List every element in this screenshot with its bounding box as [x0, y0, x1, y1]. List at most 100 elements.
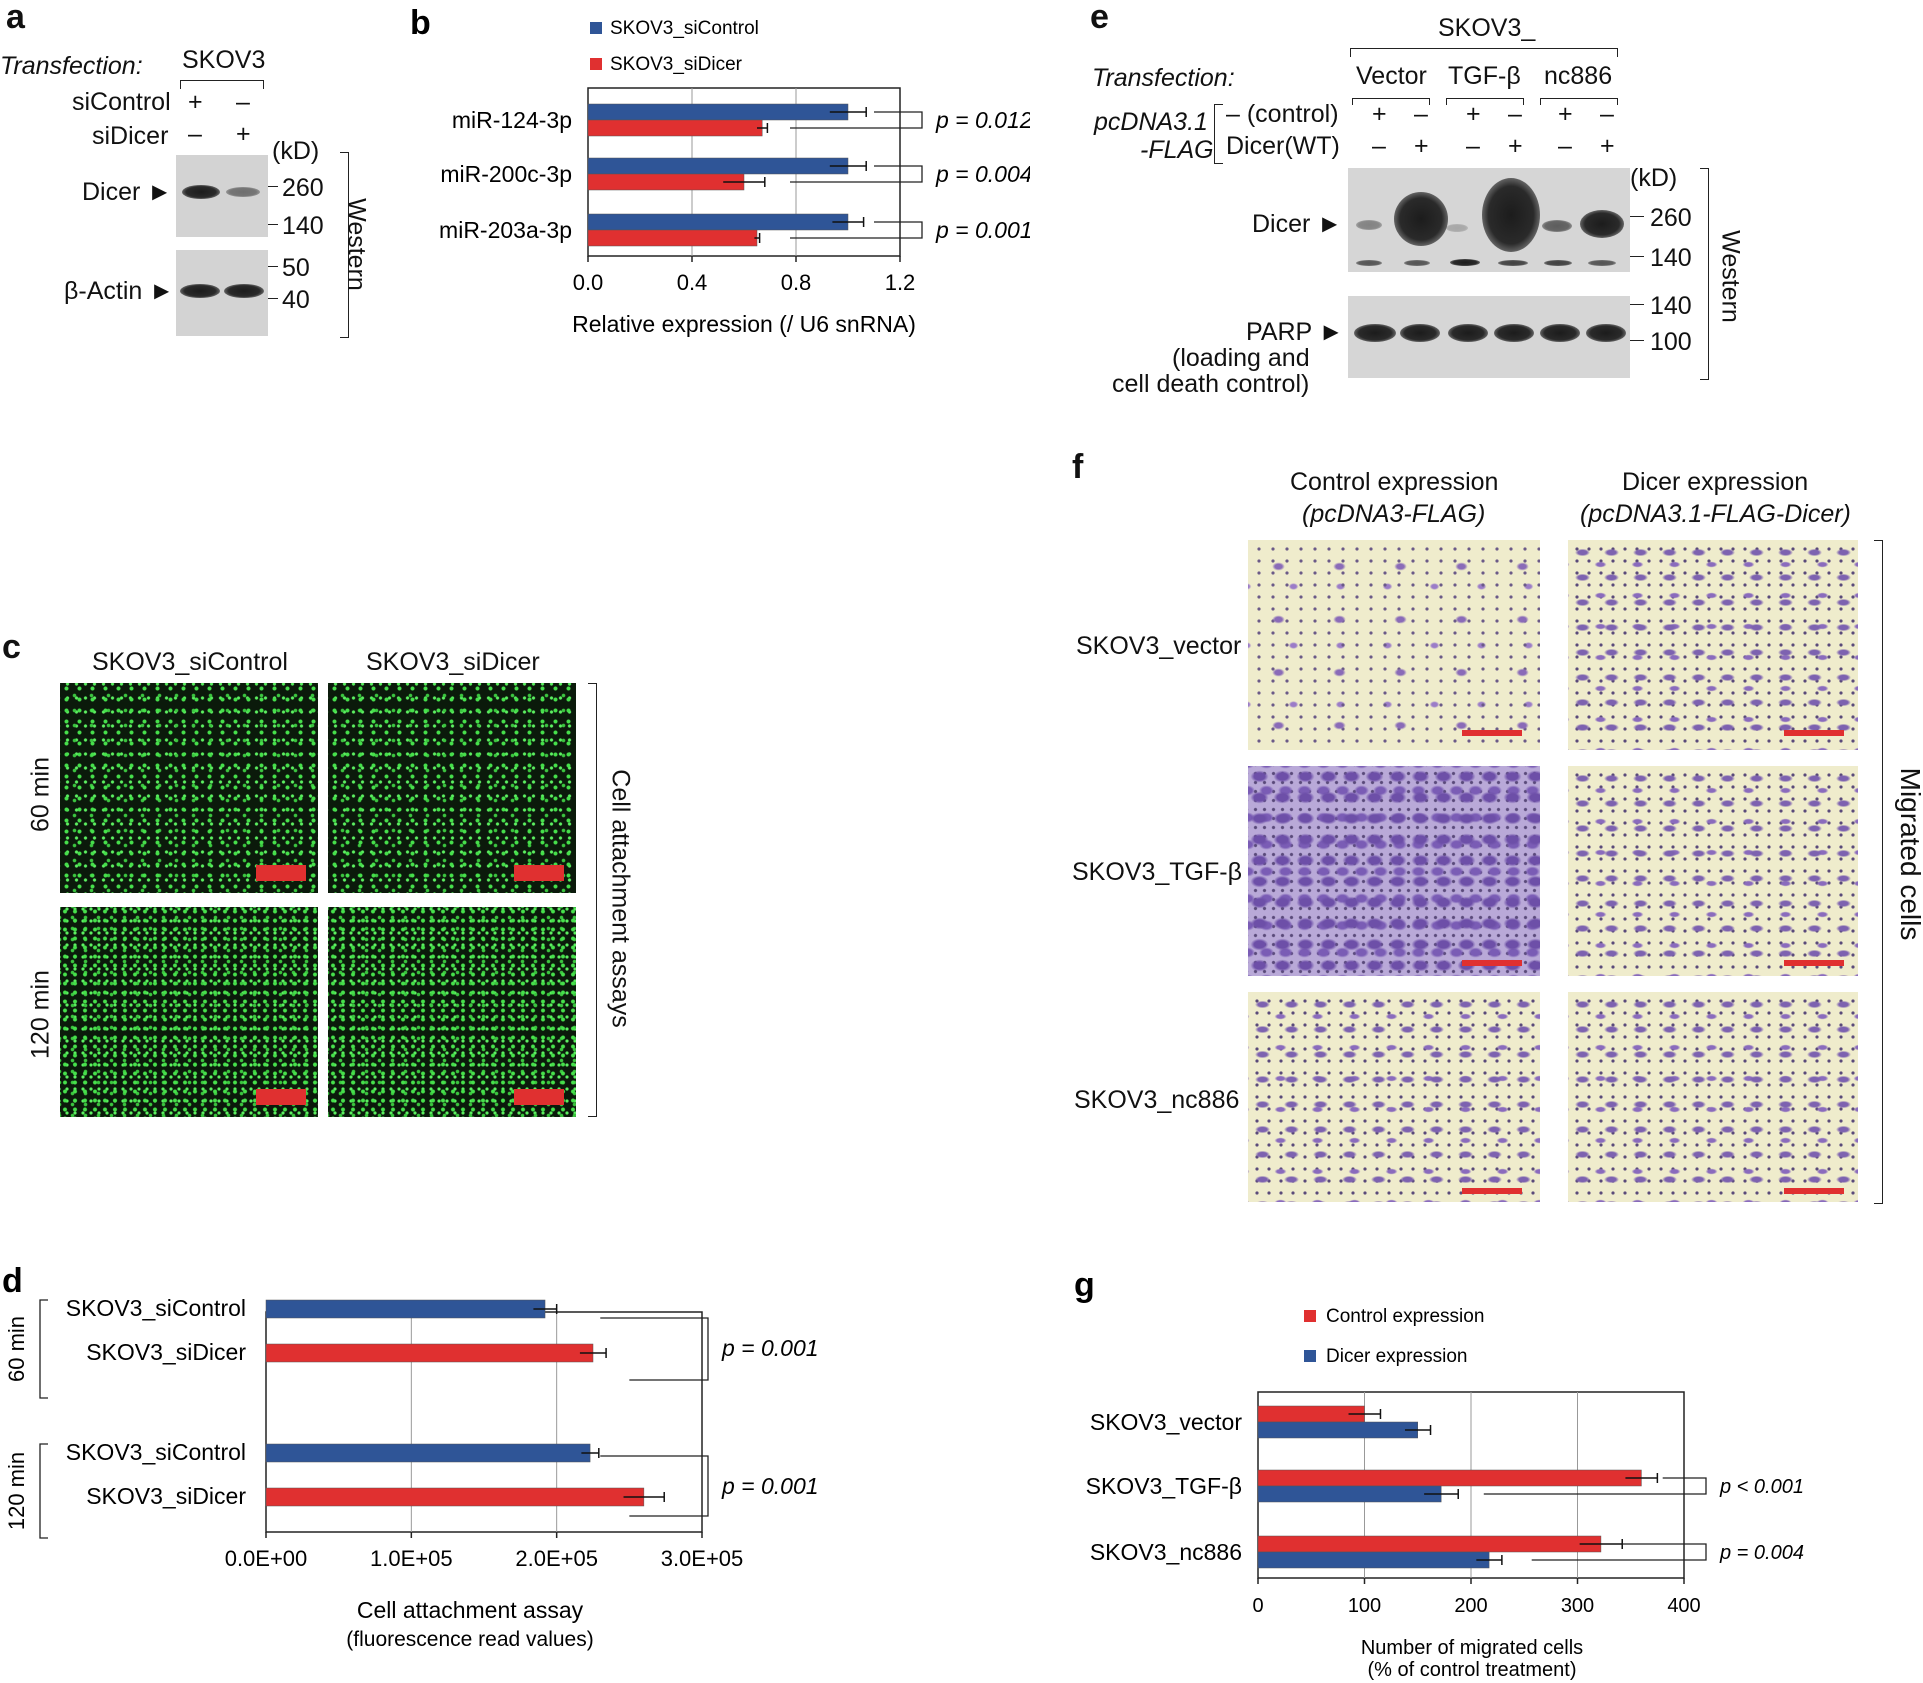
chart-b: 0.0 0.4 0.8 1.2 SKOV3_siControl SKOV3_siDicer…	[410, 4, 1030, 337]
x-tick-label: 2.0E+05	[515, 1546, 598, 1571]
x-tick-label: 0.4	[677, 270, 708, 295]
panel-b-letter: b	[410, 4, 431, 42]
legend-label: Dicer expression	[1326, 1346, 1468, 1367]
bar	[587, 213, 849, 231]
western-bracket-e	[1700, 168, 1709, 380]
bar	[587, 173, 745, 191]
bar	[1257, 1421, 1418, 1439]
bar	[1257, 1485, 1442, 1503]
panel-e-sign: +	[1558, 100, 1573, 128]
panel-a-row1-lane1: +	[188, 88, 203, 116]
significance-bracket	[790, 111, 923, 129]
marker-140b-e: 140	[1650, 292, 1692, 320]
panel-f-row3: SKOV3_nc886	[1074, 1086, 1240, 1114]
panel-f-col2-sub: (pcDNA3.1-FLAG-Dicer)	[1580, 500, 1851, 528]
x-tick-label: 400	[1667, 1595, 1700, 1617]
panel-a-row2-label: siDicer	[92, 122, 169, 150]
panel-e-group-vector: Vector	[1356, 62, 1427, 90]
chart-g: 0 100 200 300 400 Control expression Dicer exp…	[1074, 1266, 1804, 1681]
western-label-a: Western	[342, 198, 371, 291]
legend-swatch	[1304, 1350, 1316, 1362]
panel-e-transfection-label: Transfection:	[1092, 64, 1235, 92]
migration-image-vector-control	[1248, 540, 1540, 750]
migration-image-nc886-control	[1248, 992, 1540, 1202]
x-tick-label: 200	[1454, 1595, 1487, 1617]
x-tick-label: 3.0E+05	[661, 1546, 744, 1571]
panel-e-plasmid-1: pcDNA3.1	[1094, 108, 1208, 136]
marker-100-e: 100	[1650, 328, 1692, 356]
migration-image-tgfb-dicer	[1568, 766, 1858, 976]
x-tick-label: 0.0	[573, 270, 604, 295]
panel-c-letter: c	[2, 628, 21, 666]
category-label: SKOV3_siDicer	[86, 1483, 246, 1509]
panel-e-kd: (kD)	[1630, 164, 1678, 192]
bar	[587, 119, 763, 137]
category-label: miR-203a-3p	[439, 217, 572, 243]
actin-blot-a	[176, 250, 268, 336]
significance-bracket	[1483, 1477, 1707, 1495]
category-label: miR-200c-3p	[440, 161, 572, 187]
x-tick-label: 100	[1348, 1595, 1381, 1617]
bar	[587, 229, 758, 247]
panel-e-sign: +	[1600, 132, 1615, 160]
p-value: p = 0.004	[1719, 1542, 1804, 1564]
x-tick-label: 0.0E+00	[225, 1546, 308, 1571]
dicer-label-e: Dicer ►	[1252, 210, 1343, 238]
group-label: 60 min	[4, 1316, 29, 1382]
panel-e-sign: –	[1414, 100, 1428, 128]
category-label: SKOV3_siControl	[66, 1295, 246, 1321]
bar	[587, 157, 849, 175]
panel-a-cell-line: SKOV3	[182, 46, 266, 74]
panel-a-letter: a	[6, 0, 25, 36]
x-axis-label: Cell attachment assay	[357, 1597, 584, 1623]
legend-label: Control expression	[1326, 1306, 1484, 1327]
panel-a-bracket	[180, 80, 264, 89]
dicer-blot-a	[176, 155, 268, 237]
fluor-image-control-120	[60, 907, 318, 1117]
bar	[1257, 1551, 1490, 1569]
panel-e-group-tgfb: TGF-β	[1448, 62, 1521, 90]
legend-label: SKOV3_siDicer	[610, 54, 743, 75]
category-label: SKOV3_nc886	[1090, 1539, 1242, 1565]
panel-f-col2-title: Dicer expression	[1622, 468, 1809, 496]
panel-e-row1-label: – (control)	[1226, 100, 1339, 128]
panel-f-row2: SKOV3_TGF-β	[1072, 858, 1242, 886]
p-value: p = 0.001	[721, 1473, 819, 1499]
p-value: p = 0.004	[935, 161, 1030, 187]
panel-a-row1-lane2: –	[236, 88, 250, 116]
group-bracket	[39, 1443, 48, 1539]
p-value: p = 0.001	[935, 217, 1030, 243]
migration-image-nc886-dicer	[1568, 992, 1858, 1202]
migration-image-tgfb-control	[1248, 766, 1540, 976]
legend-label: SKOV3_siControl	[610, 18, 759, 39]
migrated-bracket	[1874, 540, 1883, 1204]
panel-c-row1: 60 min	[26, 756, 55, 833]
panel-d-letter: d	[2, 1262, 23, 1300]
panel-c-col1: SKOV3_siControl	[92, 648, 288, 676]
bar	[265, 1443, 591, 1463]
panel-c-side-label: Cell attachment assays	[606, 769, 635, 1028]
legend-swatch	[590, 58, 602, 70]
x-tick-label: 0	[1252, 1595, 1263, 1617]
panel-e-sign: –	[1372, 132, 1386, 160]
p-value: p = 0.001	[721, 1335, 819, 1361]
significance-bracket	[1531, 1543, 1707, 1561]
panel-g-letter: g	[1074, 1266, 1095, 1304]
parp-sub2-e: cell death control)	[1112, 370, 1310, 398]
category-label: SKOV3_vector	[1090, 1409, 1242, 1435]
category-label: SKOV3_TGF-β	[1086, 1473, 1242, 1499]
dicer-blot-e	[1348, 168, 1630, 272]
parp-sub1-e: (loading and	[1172, 344, 1310, 372]
significance-bracket	[600, 1317, 709, 1381]
panel-e-sign: –	[1466, 132, 1480, 160]
marker-40-a: 40	[282, 286, 310, 314]
bar	[265, 1299, 546, 1319]
panel-f-col1-title: Control expression	[1290, 468, 1499, 496]
marker-140-e: 140	[1650, 244, 1692, 272]
panel-e-sign: –	[1600, 100, 1614, 128]
panel-e-letter: e	[1090, 0, 1109, 36]
x-tick-label: 300	[1561, 1595, 1594, 1617]
bar	[1257, 1535, 1602, 1553]
panel-e-sign: +	[1414, 132, 1429, 160]
x-tick-label: 1.0E+05	[370, 1546, 453, 1571]
